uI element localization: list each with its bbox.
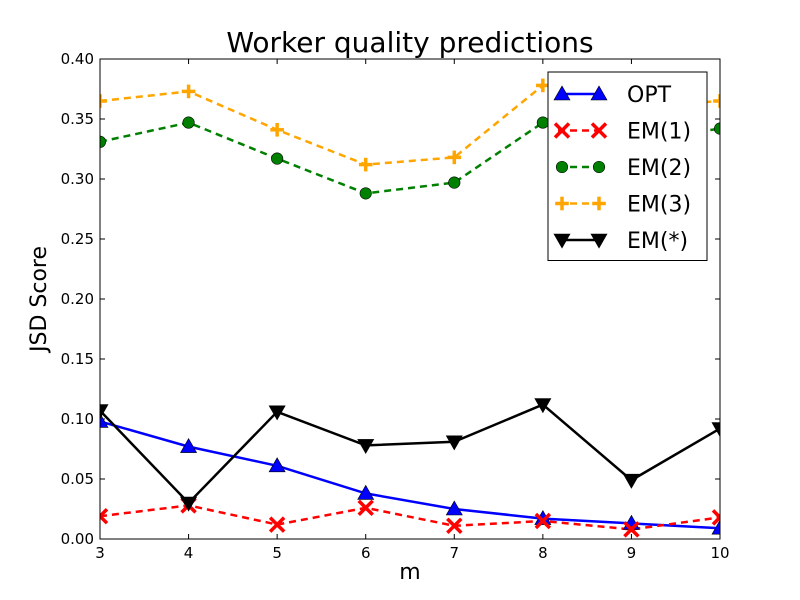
data-point-em2: [448, 176, 461, 189]
legend-label: EM(3): [627, 193, 691, 218]
legend-label: EM(2): [627, 156, 691, 181]
data-point-em: [534, 398, 552, 414]
y-tick-label: 0.10: [61, 410, 94, 428]
plot-frame: [99, 58, 721, 540]
legend-label: EM(1): [627, 120, 691, 145]
data-point-em2: [536, 116, 549, 129]
x-tick-label: 6: [361, 544, 371, 562]
series-line-em: [100, 403, 720, 505]
x-tick-label: 8: [538, 544, 548, 562]
data-point-em: [100, 404, 109, 420]
legend: OPT EM(1) EM(2) EM(3) EM(*): [547, 71, 708, 261]
data-point-em1: [446, 517, 463, 535]
x-tick-label: 10: [710, 544, 729, 562]
y-tick-label: 0.15: [61, 350, 94, 368]
chart-title: Worker quality predictions: [226, 26, 593, 59]
legend-label: OPT: [627, 83, 672, 108]
data-point-em1: [534, 512, 552, 530]
legend-item: EM(*): [553, 229, 688, 254]
ticks-layer: 3 4 5 6 7 8 9 10 0.00 0.05 0.10 0.15 0.20 0.25 0.30 0.3…: [61, 50, 730, 562]
data-point-em: [622, 473, 640, 489]
data-point-opt: [357, 484, 375, 500]
data-point-em2: [271, 152, 284, 165]
data-point-em: [445, 435, 463, 451]
legend-item: EM(2): [555, 156, 691, 181]
data-point-em3: [270, 123, 284, 137]
data-point-em2: [182, 116, 195, 129]
data-point-em: [711, 422, 720, 438]
data-point-opt: [180, 437, 198, 453]
y-tick-label: 0.05: [61, 470, 94, 488]
data-point-em1: [711, 509, 720, 526]
x-axis-label: m: [399, 560, 420, 585]
data-point-em2: [359, 187, 372, 200]
series-line-em3: [100, 84, 720, 166]
data-point-em3: [358, 157, 373, 172]
x-tick-label: 9: [627, 544, 637, 562]
data-point-em1: [100, 507, 109, 525]
data-point-opt: [100, 412, 109, 428]
data-point-em: [268, 405, 286, 421]
x-tick-label: 5: [272, 544, 282, 562]
y-tick-label: 0.40: [61, 50, 94, 68]
data-point-em2: [100, 135, 107, 148]
data-point-em3: [100, 94, 107, 108]
data-point-opt: [268, 457, 286, 473]
legend-label: EM(*): [627, 229, 688, 254]
y-tick-label: 0.35: [61, 110, 94, 128]
legend-item: EM(1): [553, 120, 691, 145]
x-tick-label: 3: [95, 544, 105, 562]
data-point-em: [180, 496, 198, 512]
legend-item: EM(3): [555, 193, 691, 218]
data-point-em3: [181, 84, 196, 99]
data-point-em3: [447, 150, 462, 165]
data-point-em1: [268, 516, 286, 533]
y-tick-label: 0.20: [61, 290, 94, 308]
data-point-opt: [445, 500, 463, 516]
y-tick-label: 0.00: [61, 530, 94, 548]
x-tick-label: 7: [450, 544, 460, 562]
data-point-opt: [711, 519, 720, 535]
series-line-opt: [100, 420, 720, 530]
y-tick-label: 0.30: [61, 170, 94, 188]
data-point-em1: [357, 499, 374, 517]
legend-item: OPT: [553, 83, 672, 108]
data-point-em3: [536, 78, 550, 93]
x-tick-label: 4: [184, 544, 194, 562]
series-line-em1: [100, 504, 720, 531]
y-tick-label: 0.25: [61, 230, 94, 248]
data-point-em3: [713, 94, 720, 108]
y-axis-label: JSD Score: [27, 246, 52, 354]
data-point-em1: [623, 521, 640, 538]
data-point-em: [357, 439, 375, 455]
